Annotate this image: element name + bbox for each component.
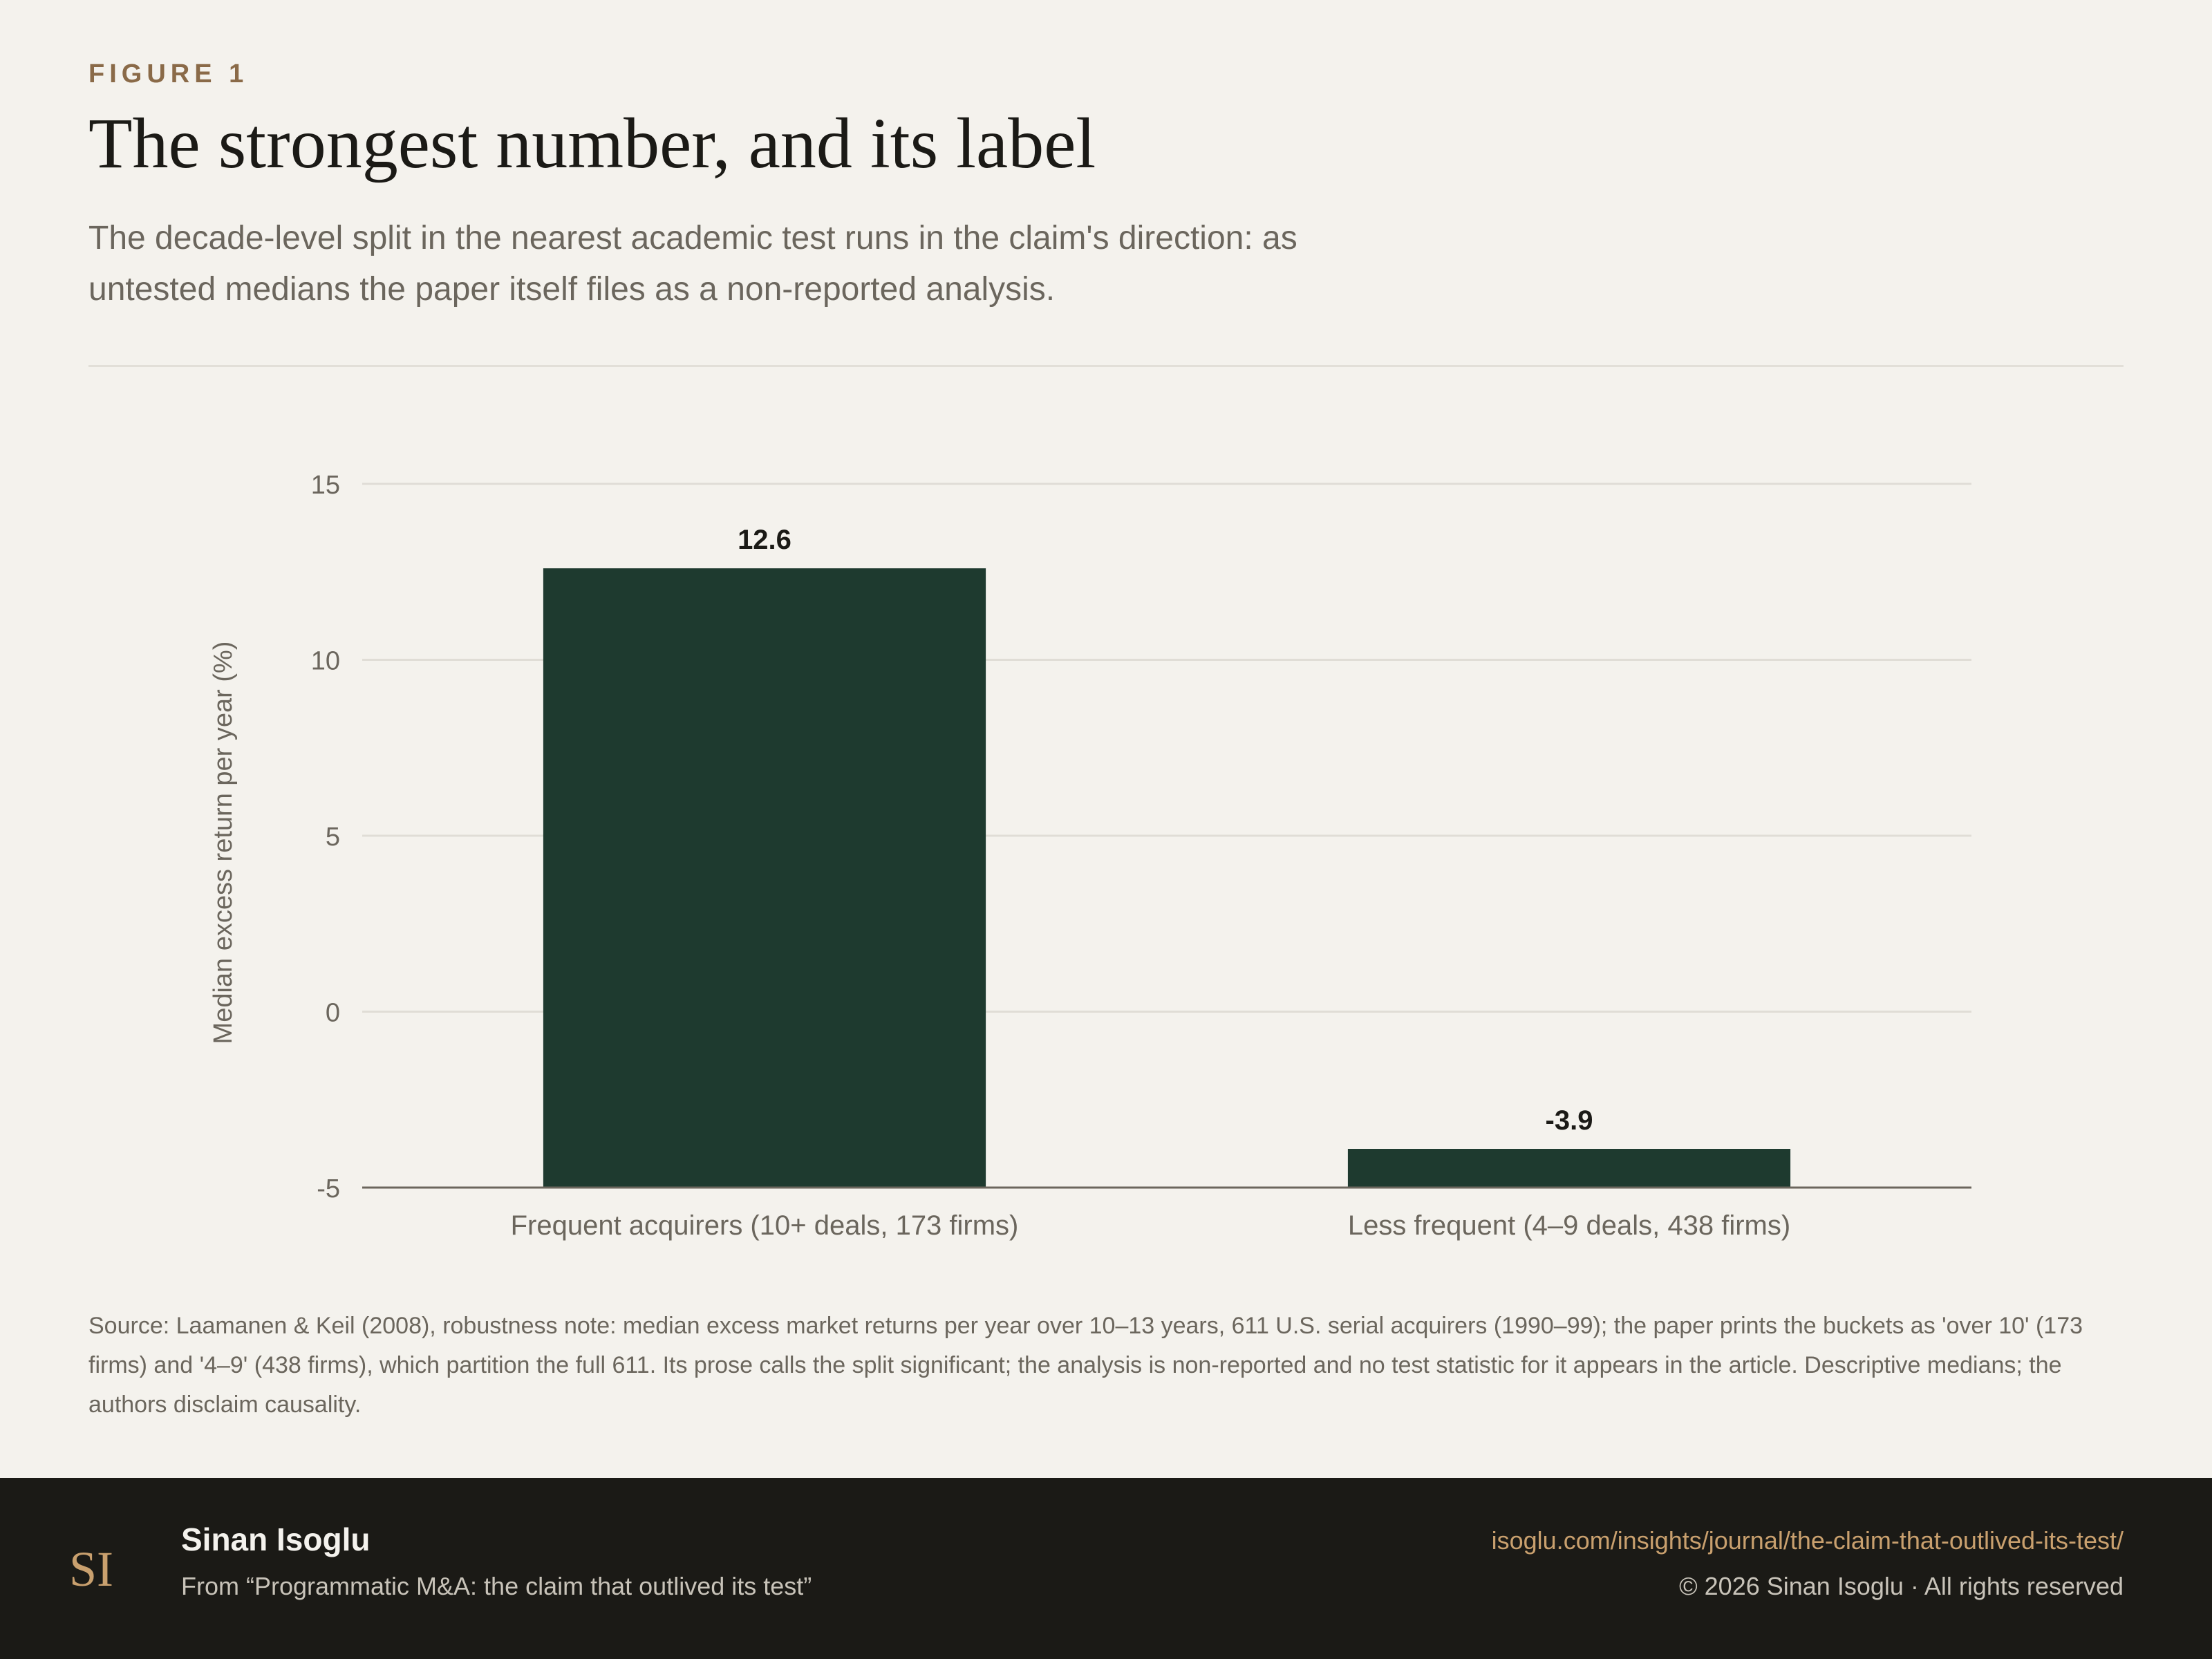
header-divider: [88, 365, 2124, 367]
footer: SI Sinan Isoglu From “Programmatic M&A: …: [0, 1478, 2212, 1659]
data-label-1: -3.9: [1546, 1105, 1593, 1136]
y-tick-label: 5: [326, 823, 340, 852]
x-category-label-1: Less frequent (4–9 deals, 438 firms): [1348, 1210, 1790, 1241]
data-labels: 12.6 -3.9: [738, 525, 1593, 1136]
copyright: © 2026 Sinan Isoglu · All rights reserve…: [1679, 1572, 2124, 1600]
figure-subtitle: The decade-level split in the nearest ac…: [88, 220, 1297, 308]
svg-text:SI: SI: [69, 1541, 113, 1597]
bar-0: [543, 568, 986, 1188]
monogram-logo: SI: [69, 1541, 113, 1597]
data-label-0: 12.6: [738, 525, 791, 555]
bars: [543, 568, 1791, 1188]
x-category-label-0: Frequent acquirers (10+ deals, 173 firms…: [511, 1210, 1019, 1241]
y-tick-label: 10: [311, 647, 340, 676]
author-name: Sinan Isoglu: [181, 1521, 371, 1557]
article-link[interactable]: isoglu.com/insights/journal/the-claim-th…: [1491, 1526, 2124, 1555]
source-note: Source: Laamanen & Keil (2008), robustne…: [88, 1313, 2083, 1418]
article-reference: From “Programmatic M&A: the claim that o…: [181, 1572, 812, 1600]
y-tick-label: 0: [326, 999, 340, 1028]
y-tick-label: -5: [317, 1174, 340, 1203]
x-axis-categories: Frequent acquirers (10+ deals, 173 firms…: [511, 1210, 1791, 1241]
bar-chart: 15 10 5 0 -5 12.6 -3.9 Frequent acquirers (10…: [209, 471, 1971, 1241]
figure-title: The strongest number, and its label: [88, 104, 1096, 183]
y-tick-label: 15: [311, 471, 340, 500]
y-axis-label: Median excess return per year (%): [209, 641, 238, 1044]
bar-1: [1347, 1149, 1791, 1188]
y-axis-ticks: 15 10 5 0 -5: [311, 471, 340, 1203]
figure-eyebrow: FIGURE 1: [88, 59, 249, 88]
